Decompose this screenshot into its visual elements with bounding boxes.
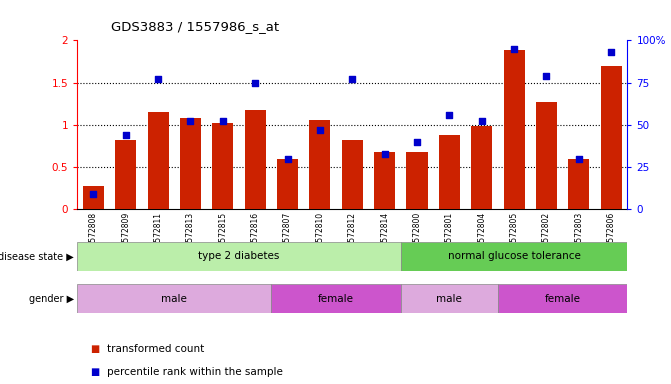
Point: [411, 139, 422, 145]
Bar: [342, 140, 363, 209]
Point: [476, 118, 487, 124]
Point: [282, 156, 293, 162]
Text: ■: ■: [91, 367, 100, 377]
Text: GDS3883 / 1557986_s_at: GDS3883 / 1557986_s_at: [111, 20, 279, 33]
Bar: [601, 66, 622, 209]
Bar: [245, 109, 266, 209]
Bar: [271, 284, 401, 313]
Text: female: female: [318, 293, 354, 304]
Text: transformed count: transformed count: [107, 344, 205, 354]
Point: [185, 118, 196, 124]
Bar: [374, 152, 395, 209]
Bar: [401, 242, 627, 271]
Bar: [115, 140, 136, 209]
Point: [88, 191, 99, 197]
Text: gender ▶: gender ▶: [29, 293, 74, 304]
Point: [509, 46, 519, 52]
Bar: [277, 159, 298, 209]
Bar: [401, 284, 498, 313]
Bar: [536, 102, 557, 209]
Text: female: female: [545, 293, 580, 304]
Bar: [309, 120, 330, 209]
Text: normal glucose tolerance: normal glucose tolerance: [448, 251, 580, 262]
Bar: [77, 284, 271, 313]
Point: [120, 132, 131, 138]
Point: [379, 151, 390, 157]
Point: [444, 112, 455, 118]
Bar: [77, 242, 401, 271]
Point: [153, 76, 164, 82]
Bar: [498, 284, 627, 313]
Point: [347, 76, 358, 82]
Point: [217, 118, 228, 124]
Point: [574, 156, 584, 162]
Bar: [180, 118, 201, 209]
Point: [315, 127, 325, 133]
Text: type 2 diabetes: type 2 diabetes: [199, 251, 280, 262]
Bar: [504, 50, 525, 209]
Point: [250, 79, 260, 86]
Bar: [439, 135, 460, 209]
Bar: [471, 126, 493, 209]
Point: [606, 49, 617, 55]
Bar: [148, 112, 168, 209]
Text: male: male: [161, 293, 187, 304]
Bar: [568, 159, 589, 209]
Text: male: male: [436, 293, 462, 304]
Bar: [407, 152, 427, 209]
Bar: [212, 123, 234, 209]
Text: ■: ■: [91, 344, 100, 354]
Text: disease state ▶: disease state ▶: [0, 251, 74, 262]
Bar: [83, 187, 104, 209]
Point: [541, 73, 552, 79]
Text: percentile rank within the sample: percentile rank within the sample: [107, 367, 283, 377]
